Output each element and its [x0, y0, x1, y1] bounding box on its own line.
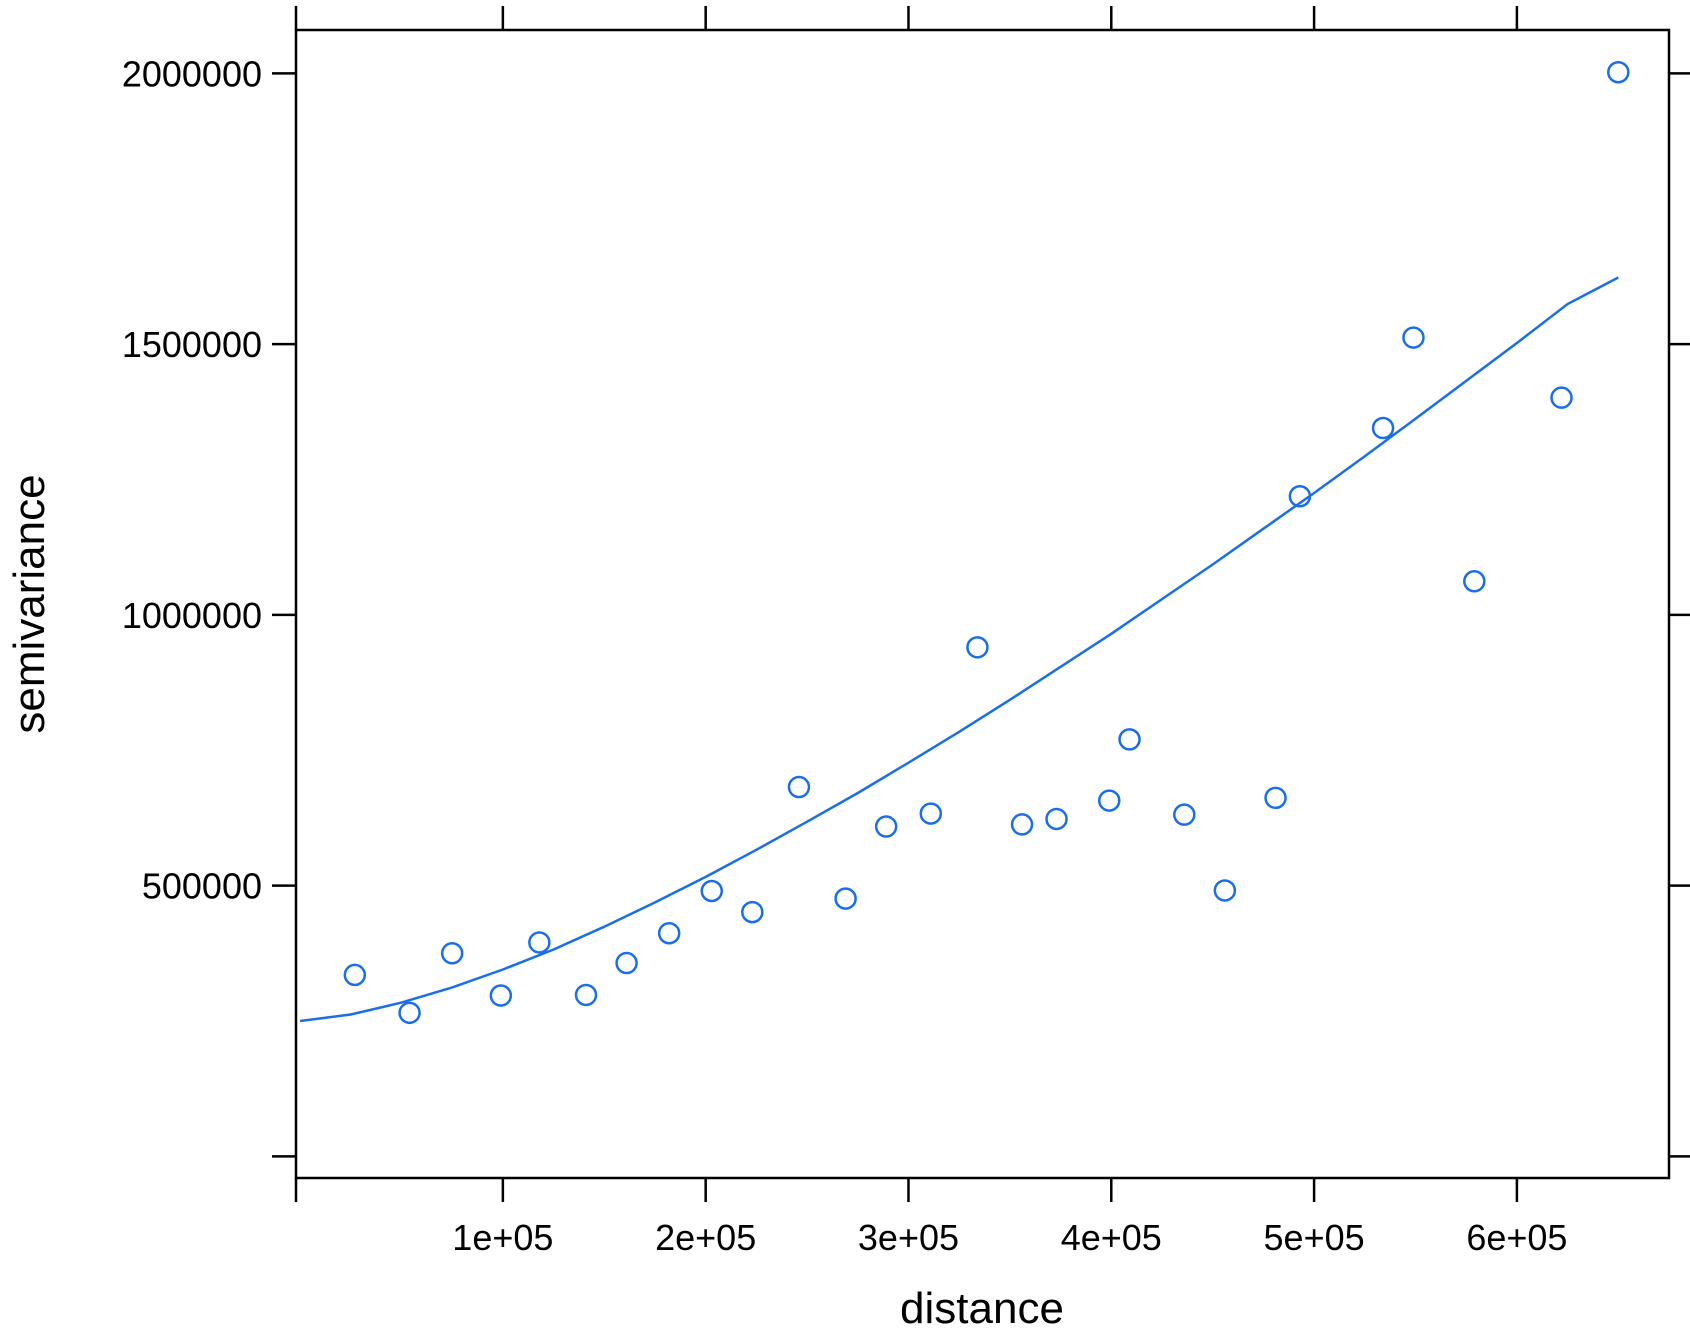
- x-tick-label: 1e+05: [452, 1217, 553, 1258]
- x-axis-title: distance: [900, 1284, 1064, 1333]
- data-point: [489, 984, 513, 1007]
- data-point: [1098, 789, 1121, 812]
- data-point: [657, 921, 681, 945]
- data-point: [1288, 484, 1312, 508]
- data-point: [1550, 386, 1573, 409]
- y-axis: 500000 1000000 1500000 2000000: [122, 53, 1690, 1158]
- y-tick-label: 1500000: [122, 324, 262, 365]
- data-point: [834, 887, 857, 910]
- y-tick-label: 1000000: [122, 595, 262, 636]
- fitted-variogram-line: [299, 276, 1619, 1023]
- data-point: [1118, 728, 1141, 751]
- x-tick-label: 5e+05: [1264, 1217, 1365, 1258]
- data-point: [787, 775, 811, 799]
- x-tick-label: 4e+05: [1061, 1217, 1162, 1258]
- y-axis-title: semivariance: [5, 474, 54, 733]
- x-tick-label: 6e+05: [1466, 1217, 1567, 1258]
- x-tick-label: 2e+05: [655, 1217, 756, 1258]
- data-point: [1010, 813, 1034, 836]
- data-point: [919, 802, 943, 825]
- data-point: [398, 1001, 421, 1025]
- sample-variogram-points: [343, 60, 1630, 1025]
- data-point: [1463, 570, 1486, 593]
- data-point: [1607, 60, 1630, 84]
- data-point: [1264, 786, 1287, 810]
- x-tick-label: 3e+05: [858, 1217, 959, 1258]
- data-point: [574, 983, 598, 1007]
- data-point: [440, 942, 464, 965]
- plot-frame: [294, 28, 1671, 1180]
- data-point: [1173, 803, 1196, 826]
- data-point: [615, 951, 638, 975]
- data-point: [1213, 879, 1237, 902]
- data-point: [741, 900, 764, 924]
- data-point: [1045, 807, 1068, 831]
- data-point: [700, 879, 724, 903]
- data-point: [966, 636, 989, 659]
- data-point: [1371, 416, 1395, 440]
- data-point: [343, 963, 367, 987]
- data-point: [528, 931, 551, 954]
- data-point: [1402, 326, 1425, 349]
- y-tick-label: 500000: [142, 866, 262, 907]
- data-point: [874, 815, 898, 838]
- x-axis: 1e+05 2e+05 3e+05 4e+05 5e+05 6e+05: [294, 6, 1567, 1258]
- y-tick-label: 2000000: [122, 53, 262, 94]
